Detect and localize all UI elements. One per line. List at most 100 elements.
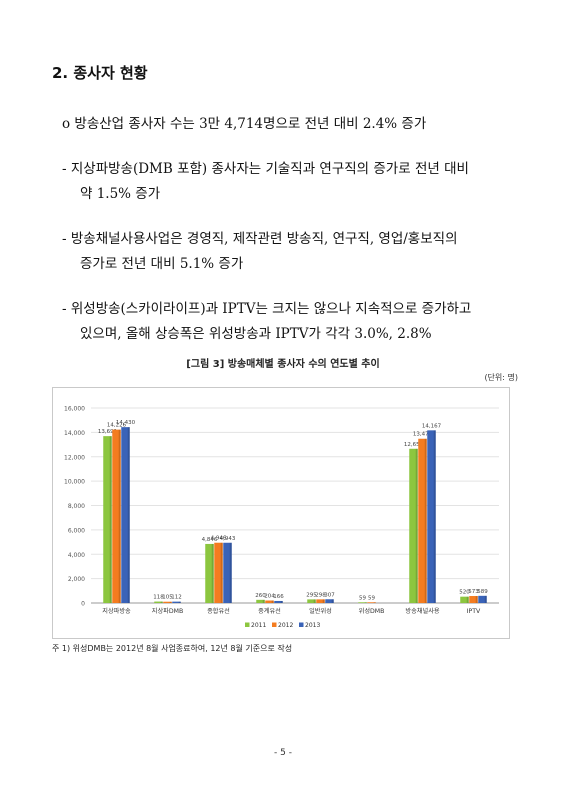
bar-2011 [256,599,265,603]
legend-label-2013: 2013 [305,622,320,629]
footnote: 주 1) 위성DMB는 2012년 8월 사업종료하여, 12년 8월 기준으로… [52,644,293,653]
item-pp-line1: - 방송채널사용사업은 경영직, 제작관련 방송직, 연구직, 영업/홍보직의 [62,231,458,247]
bar-2011 [307,599,316,603]
x-tick-label: 위성DMB [359,607,385,615]
data-label: 573 [468,589,479,595]
page-number: - 5 - [274,748,292,758]
y-tick-label: 8,000 [68,503,85,510]
legend-label-2011: 2011 [251,622,266,629]
data-label: 59 [368,595,375,601]
data-label: 118 [153,595,164,601]
y-tick-label: 4,000 [68,552,85,559]
bar-shade [220,542,223,603]
bar-2013 [274,600,283,603]
bar-shade [178,601,181,603]
data-label: 520 [459,590,470,596]
figure-title: [그림 3] 방송매체별 종사자 수의 연도별 추이 [186,359,380,370]
bar-shade [229,542,232,603]
x-tick-label: 종합유선 [207,607,230,615]
bar-2011 [358,602,367,603]
data-label: 204 [264,594,275,600]
y-tick-label: 12,000 [64,454,85,461]
data-label: 298 [315,592,326,598]
bar-shade [271,600,274,603]
data-label: 166 [273,594,284,600]
bar-shade [160,601,163,603]
bar-shade [322,599,325,603]
data-label: 307 [324,592,335,598]
bar-shade [364,602,367,603]
bar-2011 [409,448,418,603]
data-label: 260 [255,593,266,599]
x-tick-label: IPTV [467,608,481,615]
bar-2011 [154,601,163,603]
item-satellite-line2: 있으며, 올해 상승폭은 위성방송과 IPTV가 각각 3.0%, 2.8% [80,326,432,342]
bar-2013 [121,427,130,603]
bar-shade [211,543,214,603]
bar-shade [424,438,427,603]
data-label: 14,226 [107,423,127,429]
bar-2012 [112,429,121,603]
bar-shade [109,436,112,603]
bar-2012 [418,438,427,603]
bar-2012 [367,602,376,603]
summary-bullet: o 방송산업 종사자 수는 3만 4,714명으로 전년 대비 2.4% 증가 [62,116,427,132]
bar-2012 [163,601,172,603]
y-tick-label: 2,000 [68,576,85,583]
bar-shade [262,599,265,603]
item-pp-line2: 증가로 전년 대비 5.1% 증가 [80,256,244,272]
x-tick-label: 중계유선 [258,607,281,615]
legend-swatch-2011 [245,622,250,627]
bar-2013 [223,542,232,603]
bar-shade [415,448,418,603]
bar-2013 [478,595,487,603]
bar-2013 [427,430,436,603]
bar-shade [373,602,376,603]
bar-2012 [316,599,325,603]
data-label: 12,654 [404,442,424,448]
bar-2011 [460,596,469,603]
unit-label: (단위: 명) [484,373,518,382]
y-tick-label: 6,000 [68,527,85,534]
data-label: 105 [162,595,173,601]
data-label: 13,691 [98,429,117,435]
bar-shade [475,596,478,603]
legend-swatch-2013 [299,622,304,627]
bar-2011 [205,543,214,603]
item-terrestrial-line1: - 지상파방송(DMB 포함) 종사자는 기술직과 연구직의 증가로 전년 대비 [62,161,469,177]
bar-shade [118,429,121,603]
bar-shade [466,596,469,603]
bar-shade [127,427,130,603]
y-tick-label: 0 [81,601,85,608]
data-label: 4,846 [202,537,218,543]
x-tick-label: 지상파방송 [102,607,131,615]
chart-container: 0 2,000 4,000 6,000 8,000 10,000 12,000 14,000 1… [52,387,510,639]
bar-shade [331,599,334,603]
y-tick-label: 10,000 [64,479,85,486]
data-label: 4,943 [220,536,236,542]
data-label: 14,167 [422,423,442,429]
y-tick-label: 16,000 [64,406,85,413]
data-label: 14,430 [116,420,136,426]
data-label: 4,946 [211,536,227,542]
item-satellite-line1: - 위성방송(스카이라이프)과 IPTV는 크지는 않으나 지속적으로 증가하고 [62,301,472,317]
x-tick-label: 방송채널사용 [405,607,439,615]
data-label: 589 [477,589,488,595]
bar-shade [484,595,487,603]
bar-2011 [103,436,112,603]
data-label: 13,477 [413,432,433,438]
bar-shade [433,430,436,603]
bar-chart: 0 2,000 4,000 6,000 8,000 10,000 12,000 14,000 1… [64,406,499,629]
section-heading: 2. 종사자 현황 [52,64,148,82]
bar-shade [169,601,172,603]
data-label: 295 [306,592,317,598]
bar-shade [313,599,316,603]
item-terrestrial-line2: 약 1.5% 증가 [80,186,161,202]
bar-2012 [265,600,274,603]
legend-label-2012: 2012 [278,622,293,629]
data-label: 59 [359,595,366,601]
bar-2013 [325,599,334,603]
bar-2012 [214,542,223,603]
bar-shade [280,600,283,603]
bar-2013 [172,601,181,603]
